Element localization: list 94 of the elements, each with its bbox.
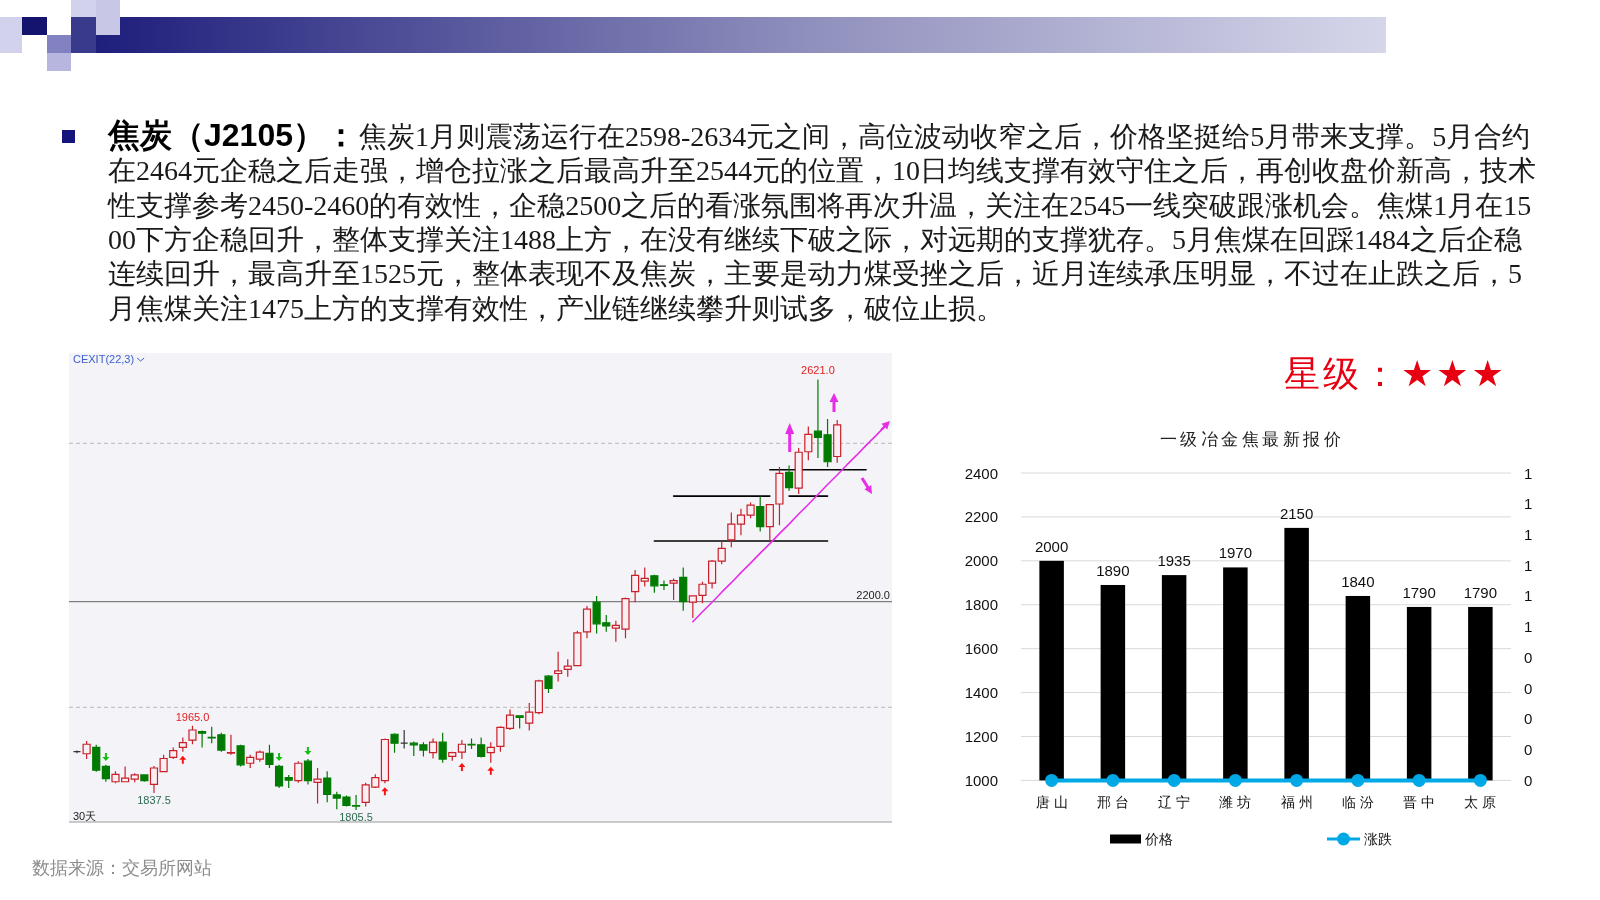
candlestick — [323, 770, 332, 803]
candlestick — [303, 758, 313, 785]
legend-label: 涨跌 — [1364, 831, 1392, 847]
candlestick — [92, 744, 101, 773]
candlestick — [390, 732, 399, 754]
legend-label: 价格 — [1144, 831, 1173, 847]
data-label: 1790 — [1463, 583, 1498, 601]
data-label: 1935 — [1157, 552, 1191, 570]
candlestick — [294, 760, 303, 784]
annotation: 30天 — [73, 810, 97, 822]
candlestick — [707, 559, 717, 590]
data-label: 1890 — [1096, 561, 1130, 579]
data-label: 1790 — [1402, 583, 1436, 601]
x-tick-label: 邢台 — [1096, 794, 1133, 810]
x-tick-label: 潍坊 — [1219, 794, 1256, 810]
y2-tick-label: 0 — [1524, 771, 1533, 789]
candlestick — [717, 540, 726, 565]
x-tick-label: 唐山 — [1035, 794, 1072, 810]
candlestick — [756, 496, 765, 533]
candlestick — [582, 605, 592, 639]
y2-tick-label: 1 — [1524, 464, 1533, 482]
chart-title: 一级冶金焦最新报价 — [1159, 430, 1345, 449]
y-tick-label: 1000 — [964, 771, 998, 789]
annotation: 1837.5 — [137, 793, 171, 806]
y-tick-label: 1800 — [964, 596, 998, 614]
candlestick — [400, 729, 409, 750]
candlestick — [188, 725, 197, 745]
text: 星级：★★★ — [1284, 353, 1507, 394]
annotation: 1805.5 — [339, 810, 373, 823]
candlestick — [515, 714, 524, 730]
y-tick-label: 2200 — [964, 508, 998, 526]
y-tick-label: 2000 — [964, 552, 998, 570]
y2-tick-label: 0 — [1524, 679, 1533, 697]
candlestick — [457, 739, 466, 760]
candlestick — [784, 464, 794, 492]
candlestick — [169, 746, 178, 760]
x-tick-label: 太原 — [1464, 794, 1501, 810]
candlestick — [197, 729, 207, 749]
candlestick — [679, 566, 688, 612]
annotation: 1965.0 — [175, 710, 210, 723]
candlestick — [486, 741, 495, 764]
x-tick-label: 晋中 — [1403, 794, 1440, 810]
candlestick — [428, 737, 438, 760]
data-label: 2150 — [1279, 504, 1314, 522]
candlestick — [380, 737, 390, 784]
candlestick — [246, 754, 255, 769]
source-note: 数据来源：交易所网站 — [32, 858, 212, 878]
candlestick — [226, 734, 236, 756]
y2-tick-label: 0 — [1524, 710, 1533, 728]
candlestick — [794, 447, 803, 495]
y-tick-label: 1600 — [964, 640, 998, 658]
y-tick-label: 1400 — [964, 684, 998, 702]
data-label: 1840 — [1341, 572, 1375, 590]
candlestick — [236, 744, 245, 768]
y-tick-label: 1200 — [964, 727, 998, 745]
annotation: 2621.0 — [801, 364, 835, 377]
candlestick — [448, 751, 457, 762]
candlestick — [727, 511, 736, 548]
candlestick — [82, 740, 91, 760]
candlestick — [101, 764, 110, 783]
candlestick — [669, 577, 678, 601]
candlestick — [265, 744, 274, 769]
ref-line-label: 2200.0 — [856, 588, 890, 601]
candlestick — [544, 674, 553, 694]
y2-tick-label: 1 — [1524, 618, 1533, 636]
y2-tick-label: 1 — [1524, 525, 1533, 543]
candlestick — [438, 732, 447, 764]
candlestick — [313, 767, 322, 804]
candlestick — [130, 772, 139, 783]
text: 焦炭（J2105）： — [107, 117, 357, 153]
x-tick-label: 临汾 — [1341, 794, 1378, 810]
candlestick — [804, 425, 813, 461]
x-tick-label: 福州 — [1280, 794, 1317, 810]
y2-tick-label: 1 — [1524, 495, 1533, 513]
candlestick — [255, 750, 264, 763]
candlestick — [178, 736, 187, 753]
y-tick-label: 2400 — [964, 464, 998, 482]
data-label: 1970 — [1218, 544, 1253, 562]
candlestick — [525, 702, 534, 732]
candlestick — [284, 774, 293, 789]
candlestick — [833, 419, 842, 464]
candlestick — [534, 679, 543, 715]
y2-tick-label: 0 — [1524, 741, 1533, 759]
candlestick — [140, 773, 149, 783]
data-label: 2000 — [1034, 537, 1069, 555]
y2-tick-label: 1 — [1524, 556, 1533, 574]
y2-tick-label: 1 — [1524, 587, 1533, 605]
candlestick — [631, 569, 640, 603]
y2-tick-label: 0 — [1524, 648, 1533, 666]
candlestick — [274, 764, 284, 789]
x-tick-label: 辽宁 — [1158, 794, 1195, 810]
candlestick — [554, 651, 563, 683]
candlestick — [640, 566, 649, 587]
text: CEXIT(22,3) — [73, 353, 135, 365]
